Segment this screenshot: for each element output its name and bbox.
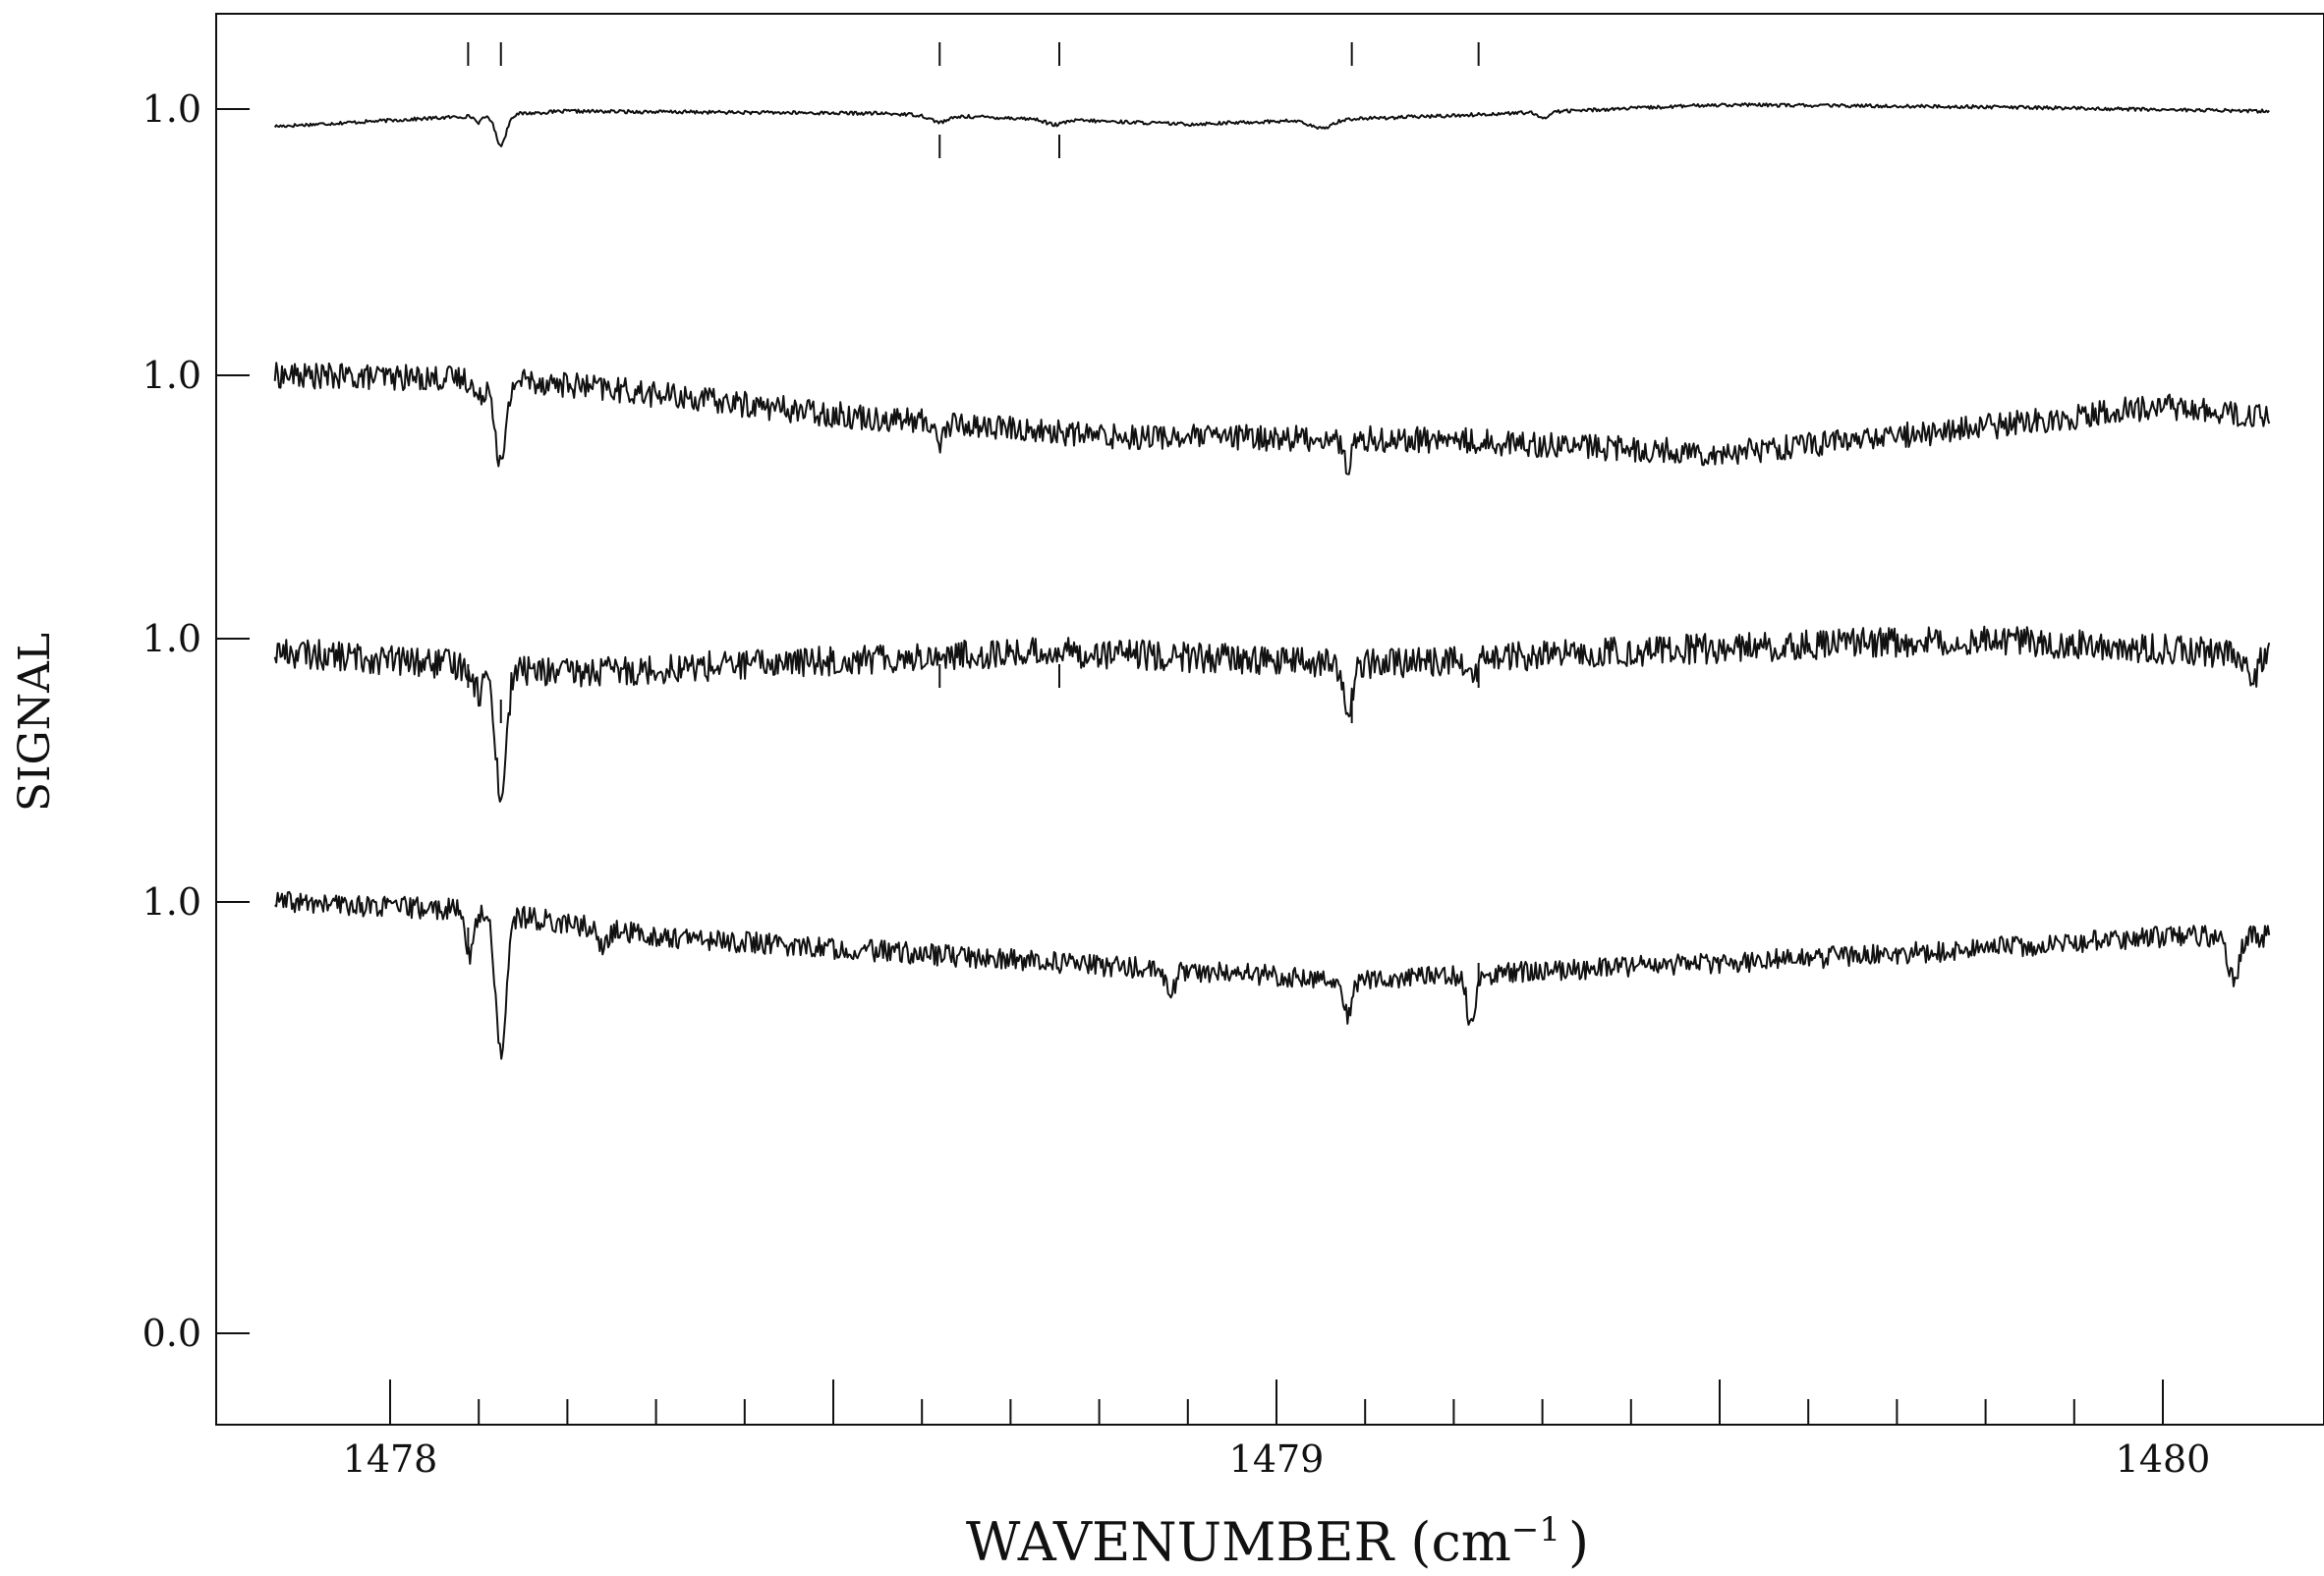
spectrum-line-2 (273, 625, 2271, 803)
x-tick-label: 1479 (1229, 1437, 1325, 1481)
spectra-series (273, 102, 2271, 1060)
y-axis-ticks: 1.0 1.0 1.0 1.0 0.0 (142, 87, 250, 1355)
y-axis-label: SIGNAL (10, 633, 60, 812)
x-tick-label: 1480 (2116, 1437, 2211, 1481)
spectrum-line-0 (273, 102, 2270, 147)
x-axis-label-close: ) (1568, 1511, 1589, 1573)
line-markers (467, 42, 1480, 986)
y-tick-label: 1.0 (142, 880, 201, 924)
x-axis-ticks: 1478 1479 1480 (343, 1379, 2211, 1481)
y-tick-label: 1.0 (142, 617, 201, 660)
plot-frame (215, 13, 2324, 1426)
y-tick-label: 1.0 (142, 354, 201, 397)
y-tick-label: 0.0 (142, 1312, 201, 1355)
x-axis-label-main: WAVENUMBER (cm (966, 1511, 1511, 1573)
spectrum-line-1 (273, 362, 2271, 476)
x-axis-label-exponent: −1 (1511, 1510, 1560, 1549)
y-tick-label: 1.0 (142, 87, 201, 131)
spectrum-line-3 (274, 890, 2271, 1060)
x-axis-label: WAVENUMBER (cm−1) (966, 1510, 1589, 1573)
x-tick-label: 1478 (343, 1437, 438, 1481)
